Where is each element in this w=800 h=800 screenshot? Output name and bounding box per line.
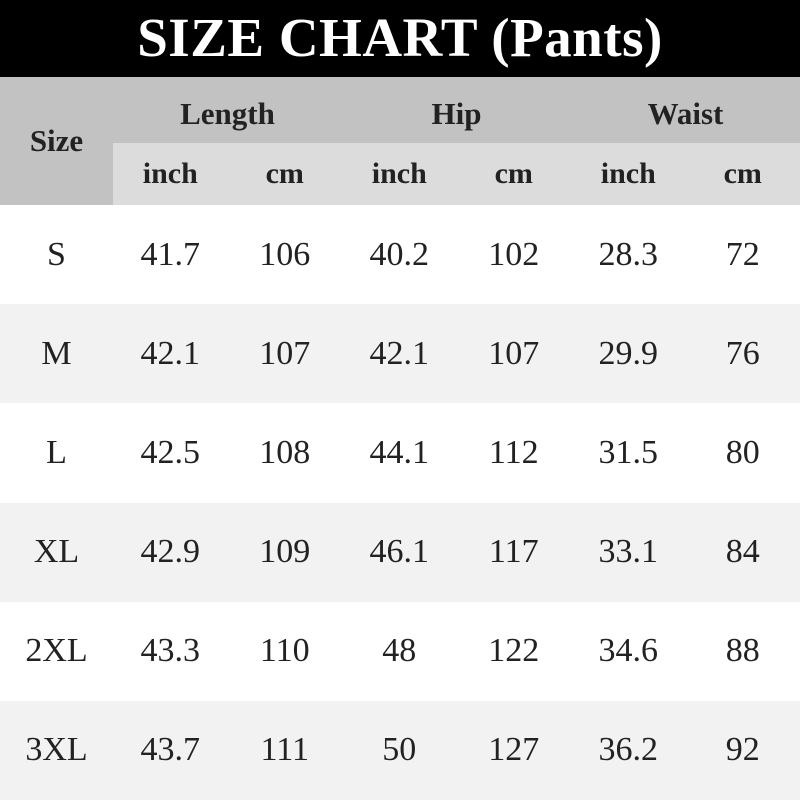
table-row: L 42.5 108 44.1 112 31.5 80 (0, 403, 800, 503)
table-cell: 29.9 (598, 334, 659, 372)
table-cell: 42.5 (140, 433, 201, 471)
table-cell: 111 (260, 731, 309, 769)
size-label: L (46, 433, 67, 471)
column-header-size: Size (0, 77, 113, 205)
table-cell: 42.9 (140, 533, 201, 571)
table-cell: 28.3 (598, 235, 659, 273)
table-cell: 109 (259, 533, 311, 571)
table-cell: 48 (382, 632, 417, 670)
table-cell: 117 (488, 533, 539, 571)
size-label: 2XL (25, 632, 88, 670)
table-cell: 122 (488, 632, 540, 670)
table-cell: 88 (725, 632, 760, 670)
table-header: Size Length Hip Waist inch cm inch cm in… (0, 77, 800, 205)
table-cell: 107 (488, 334, 540, 372)
table-cell: 36.2 (598, 731, 659, 769)
table-cell: 42.1 (369, 334, 430, 372)
column-header-length-cm: cm (227, 143, 342, 205)
column-header-hip: Hip (342, 77, 571, 143)
size-label: M (41, 334, 72, 372)
table-cell: 102 (488, 235, 540, 273)
size-label: 3XL (25, 731, 88, 769)
size-label: XL (33, 533, 80, 571)
column-header-waist-inch: inch (571, 143, 686, 205)
table-cell: 76 (725, 334, 760, 372)
table-cell: 112 (488, 433, 539, 471)
column-header-length-inch: inch (113, 143, 228, 205)
table-cell: 31.5 (598, 433, 659, 471)
table-cell: 92 (725, 731, 760, 769)
column-header-waist: Waist (571, 77, 800, 143)
table-cell: 106 (259, 235, 311, 273)
chart-title-band: SIZE CHART (Pants) (0, 0, 800, 77)
table-cell: 72 (725, 235, 760, 273)
table-cell: 80 (725, 433, 760, 471)
table-row: 3XL 43.7 111 50 127 36.2 92 (0, 700, 800, 800)
column-header-waist-cm: cm (685, 143, 800, 205)
column-header-hip-inch: inch (342, 143, 457, 205)
table-cell: 107 (259, 334, 311, 372)
table-cell: 50 (382, 731, 417, 769)
table-cell: 43.3 (140, 632, 201, 670)
table-cell: 41.7 (140, 235, 201, 273)
table-row: XL 42.9 109 46.1 117 33.1 84 (0, 502, 800, 602)
table-row: 2XL 43.3 110 48 122 34.6 88 (0, 601, 800, 701)
table-cell: 84 (725, 533, 760, 571)
table-row: S 41.7 106 40.2 102 28.3 72 (0, 205, 800, 305)
column-header-length: Length (113, 77, 342, 143)
table-cell: 110 (259, 632, 310, 670)
table-cell: 127 (488, 731, 540, 769)
table-cell: 46.1 (369, 533, 430, 571)
table-cell: 33.1 (598, 533, 659, 571)
size-label: S (47, 235, 66, 273)
table-cell: 42.1 (140, 334, 201, 372)
table-body: S 41.7 106 40.2 102 28.3 72 M 42.1 107 4… (0, 205, 800, 800)
table-cell: 44.1 (369, 433, 430, 471)
table-cell: 40.2 (369, 235, 430, 273)
column-header-hip-cm: cm (456, 143, 571, 205)
chart-title: SIZE CHART (Pants) (137, 7, 663, 68)
table-cell: 43.7 (140, 731, 201, 769)
table-cell: 108 (259, 433, 311, 471)
table-row: M 42.1 107 42.1 107 29.9 76 (0, 304, 800, 404)
table-cell: 34.6 (598, 632, 659, 670)
